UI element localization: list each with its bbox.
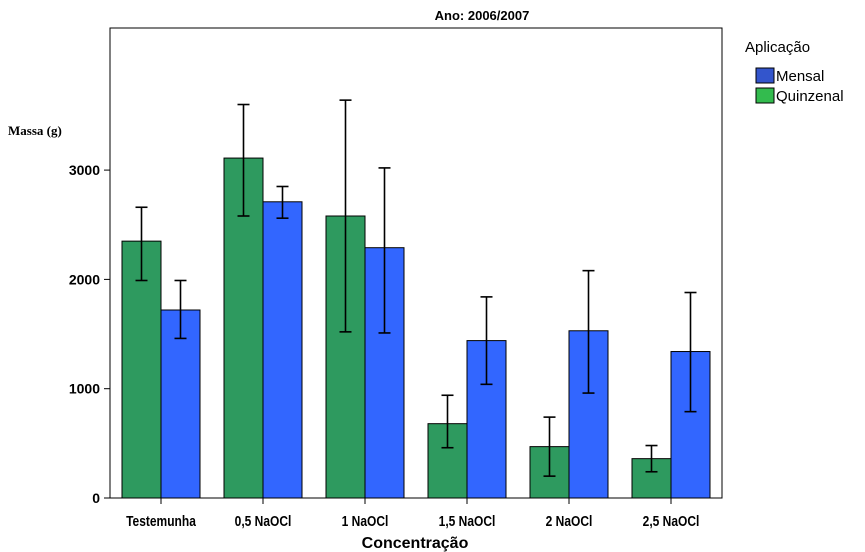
y-tick-label: 3000 xyxy=(69,162,100,178)
bar-mensal-0 xyxy=(160,309,201,499)
legend-label-quinzenal: Quinzenal xyxy=(776,88,844,105)
legend-label-mensal: Mensal xyxy=(776,68,824,85)
plot-frame xyxy=(109,27,723,499)
bars xyxy=(121,157,711,499)
y-tick-label: 2000 xyxy=(69,271,100,287)
y-axis-label: Massa (g) xyxy=(8,123,62,138)
bar-mensal-1 xyxy=(262,201,303,499)
x-axis: Testemunha 0,5 NaOCl 1 NaOCl 1,5 NaOCl 2 NaO… xyxy=(126,498,699,529)
error-bars xyxy=(135,99,697,477)
x-tick-label: Testemunha xyxy=(126,513,196,530)
x-tick-label: 0,5 NaOCl xyxy=(235,513,292,530)
x-tick-label: 1 NaOCl xyxy=(342,513,389,530)
bar-quinzenal-0 xyxy=(121,240,162,499)
legend-title: Aplicação xyxy=(745,39,810,56)
y-tick-label: 1000 xyxy=(69,381,100,397)
x-tick-label: 2,5 NaOCl xyxy=(643,513,700,530)
legend-swatch-quinzenal xyxy=(755,87,775,104)
chart-title: Ano: 2006/2007 xyxy=(435,8,530,23)
x-axis-label: Concentração xyxy=(362,535,469,552)
y-axis: 0 1000 2000 3000 xyxy=(69,162,110,506)
x-tick-label: 2 NaOCl xyxy=(546,513,593,530)
x-tick-label: 1,5 NaOCl xyxy=(439,513,496,530)
legend-swatch-mensal xyxy=(755,67,775,84)
y-tick-label: 0 xyxy=(92,490,100,506)
legend: Aplicação Mensal Quinzenal xyxy=(745,39,844,105)
